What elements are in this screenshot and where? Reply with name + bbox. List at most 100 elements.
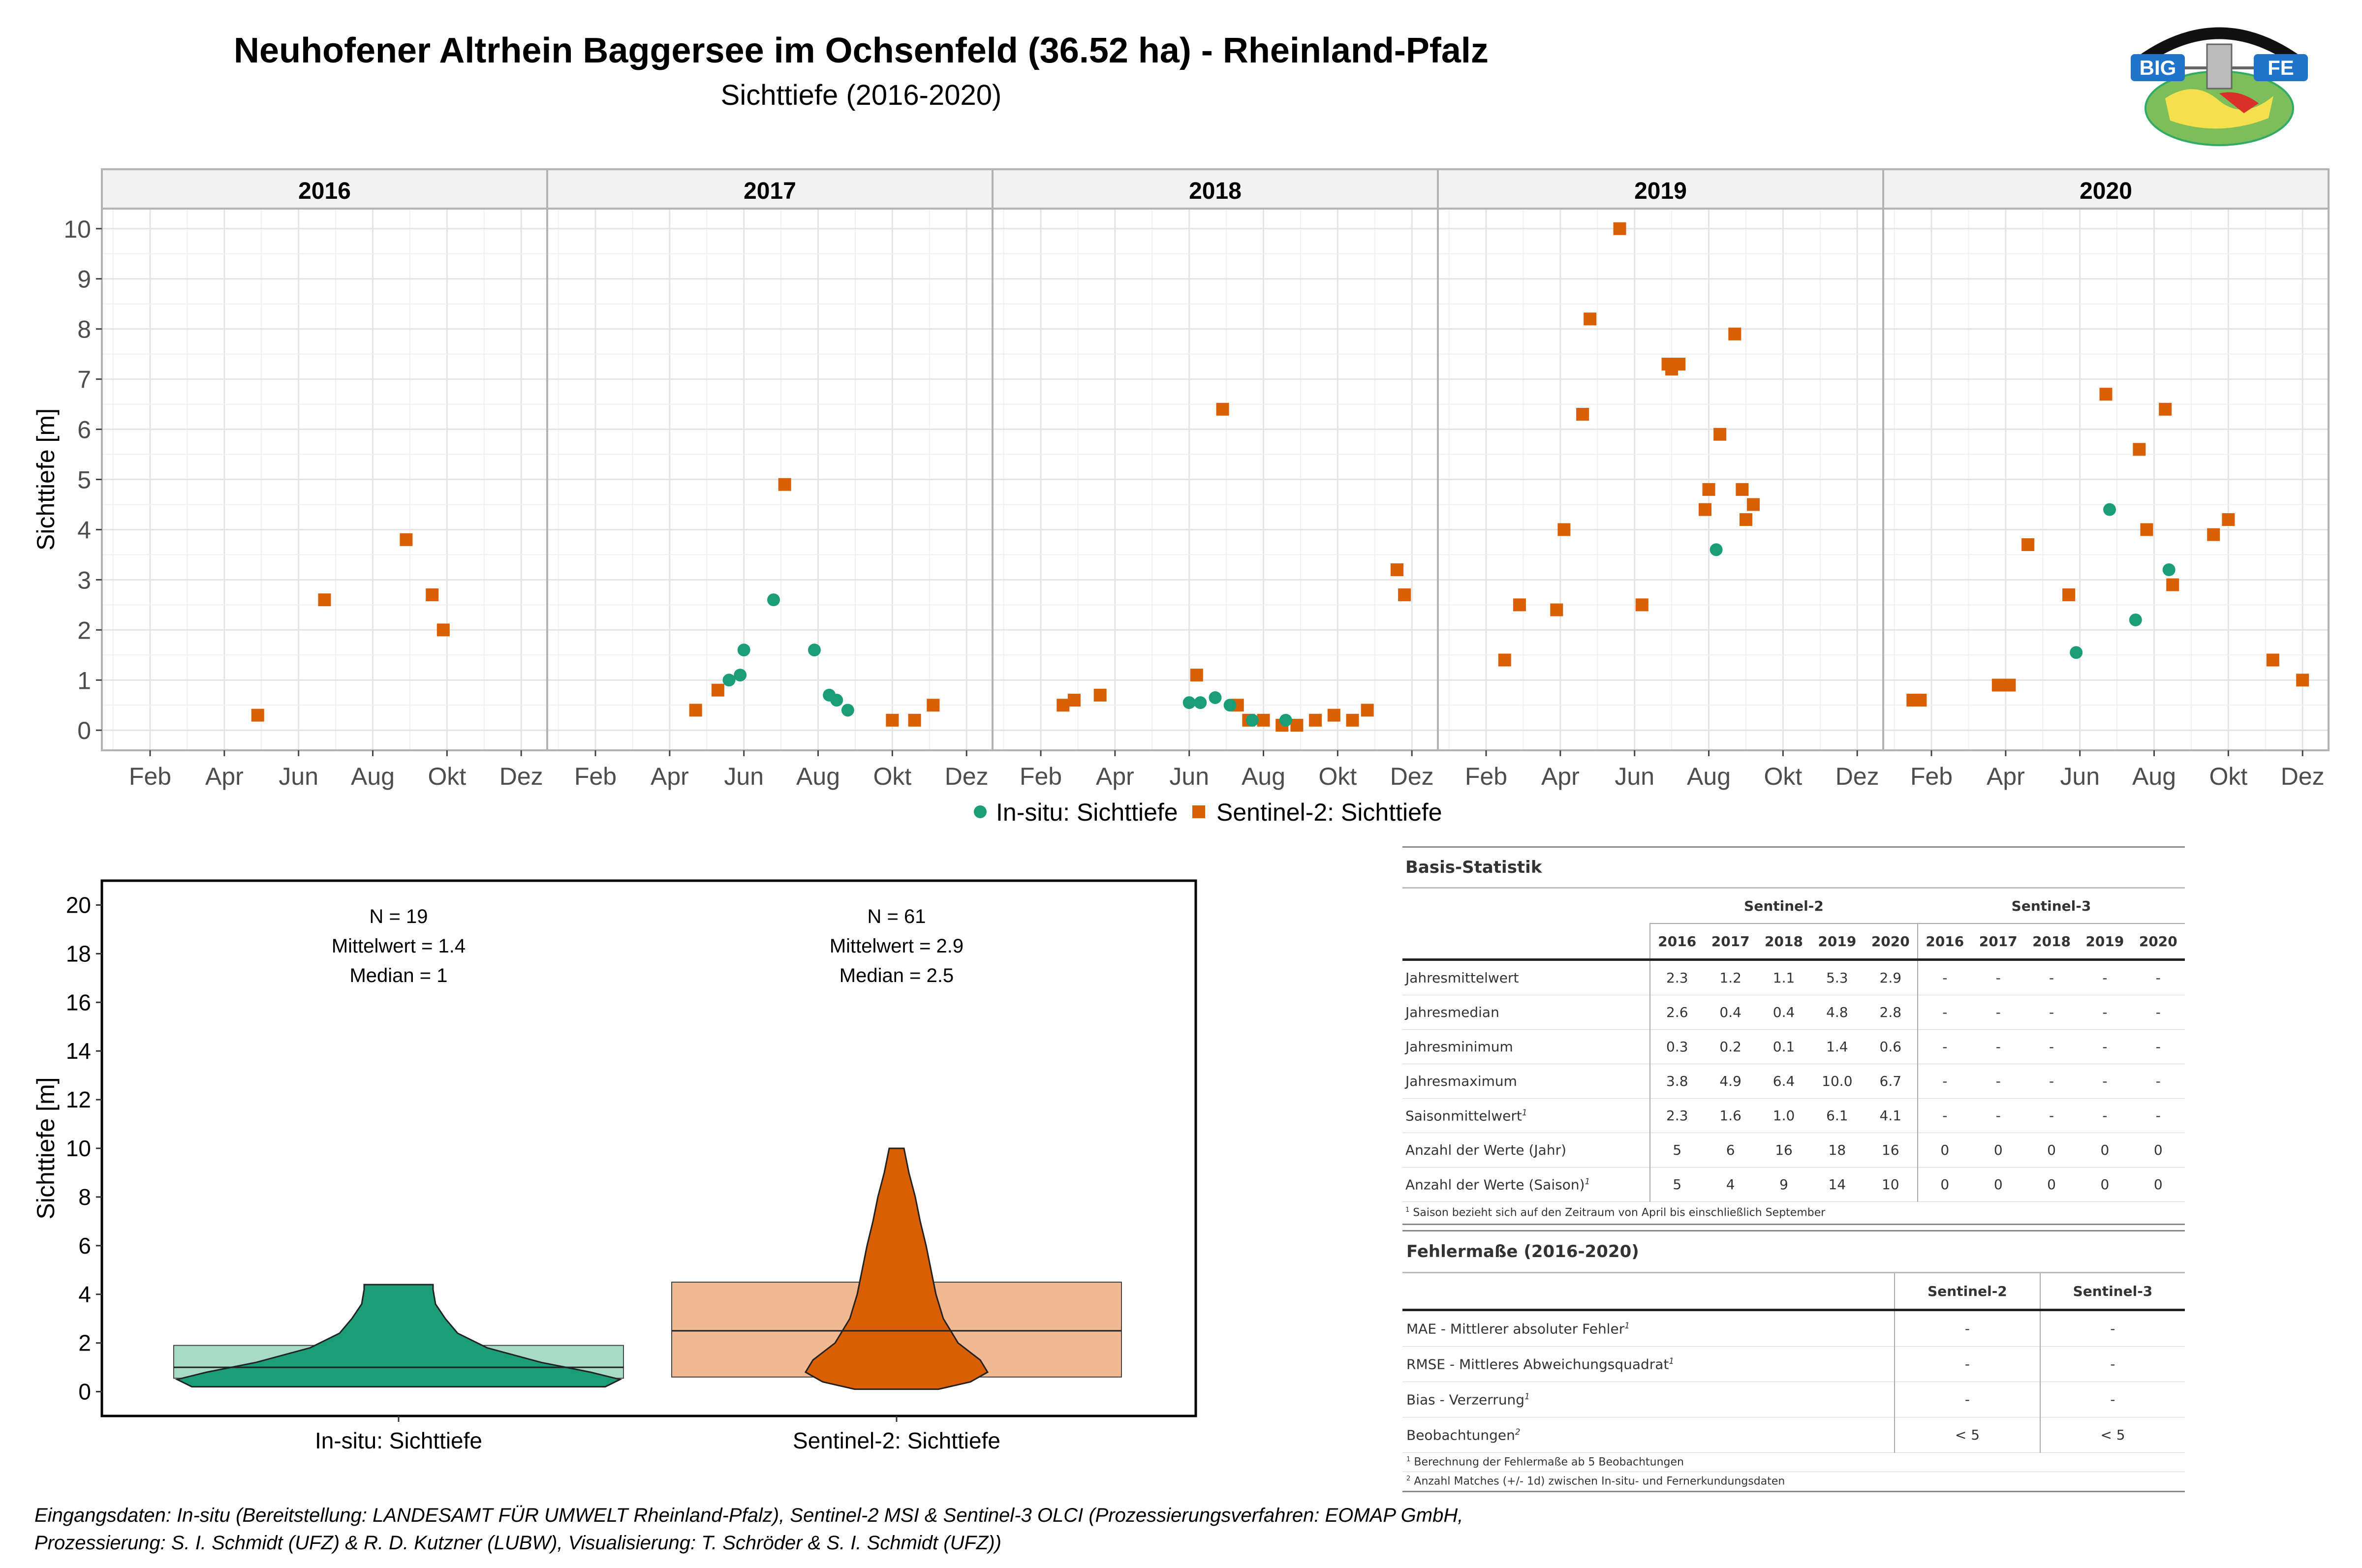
table-cell: 10	[1864, 1167, 1919, 1202]
y-tick-label: 4	[78, 1282, 91, 1307]
table-cell: 0	[2024, 1133, 2079, 1168]
sentinel2-point	[1216, 402, 1229, 416]
insitu-point	[1223, 699, 1237, 712]
sentinel2-point	[1991, 678, 2005, 692]
year-header: 2016	[1918, 923, 1972, 961]
table-row: Bias - Verzerrung1- -	[1402, 1382, 2185, 1417]
panel-label-2018: 2018	[1189, 178, 1242, 204]
table-row: Anzahl der Werte (Jahr) 5 6 16 18 16 0 0 0 0 0	[1402, 1133, 2185, 1168]
x-tick-label: Apr	[1096, 763, 1134, 790]
y-tick-label: 14	[66, 1038, 91, 1064]
insitu-point	[1194, 696, 1207, 709]
basis-statistik-footnote: 1 Saison bezieht sich auf den Zeitraum v…	[1402, 1201, 2185, 1225]
panel-label-2020: 2020	[2080, 178, 2132, 204]
insitu-point	[2103, 503, 2116, 516]
x-tick-label: Feb	[574, 763, 617, 790]
y-tick-label: 2	[78, 1330, 91, 1356]
year-header: 2020	[1864, 923, 1919, 961]
x-tick-label: Dez	[499, 763, 543, 790]
y-tick-label: 10	[63, 215, 91, 243]
insitu-point	[808, 644, 821, 657]
row-label: Anzahl der Werte (Jahr)	[1402, 1133, 1650, 1168]
table-row: Anzahl der Werte (Saison)1 5 4 9 14 10 0 0 0 0 0	[1402, 1167, 2185, 1202]
table-cell: 18	[1810, 1133, 1864, 1168]
sentinel2-point	[1057, 699, 1070, 712]
table-cell: -	[2131, 1029, 2185, 1064]
sentinel2-point	[1093, 688, 1107, 702]
table-cell: -	[2131, 995, 2185, 1030]
insitu-point	[2162, 563, 2176, 576]
table-cell: 5	[1649, 1167, 1704, 1202]
x-tick-label: Jun	[1169, 763, 1209, 790]
row-label: Saisonmittelwert1	[1402, 1098, 1650, 1133]
year-header: 2020	[2131, 923, 2185, 961]
x-tick-label: Dez	[1390, 763, 1434, 790]
row-label: Jahresmittelwert	[1402, 959, 1650, 995]
panel-label-2019: 2019	[1634, 178, 1687, 204]
table-cell: 6.7	[1864, 1064, 1919, 1099]
table-cell: 2.8	[1864, 995, 1919, 1030]
table-row: Saisonmittelwert1 2.3 1.6 1.0 6.1 4.1- - - - -	[1402, 1098, 2185, 1133]
x-tick-label: Okt	[873, 763, 911, 790]
table-cell: -	[1971, 995, 2025, 1030]
table-cell: 0.4	[1704, 995, 1757, 1030]
sentinel2-point	[1699, 503, 1711, 516]
basis-statistik-title: Basis-Statistik	[1402, 846, 2185, 889]
insitu-point	[1182, 696, 1196, 709]
sentinel2-point	[2166, 578, 2179, 591]
empty-header-cell	[1402, 923, 1650, 961]
sentinel2-point	[1498, 653, 1511, 667]
stat-mean: Mittelwert = 2.9	[830, 935, 963, 957]
big-fe-logo: BIG FE	[2131, 27, 2308, 146]
table-cell: 14	[1810, 1167, 1864, 1202]
table-cell: 2.3	[1649, 959, 1704, 995]
sentinel2-point	[1914, 694, 1927, 707]
sentinel2-point	[2266, 653, 2279, 667]
table-cell: 0	[1971, 1167, 2025, 1202]
table-cell: < 5	[2040, 1417, 2185, 1453]
table-cell: -	[2078, 1029, 2132, 1064]
x-tick-label: Okt	[1318, 763, 1357, 790]
insitu-point	[2129, 613, 2142, 626]
stat-mean: Mittelwert = 1.4	[332, 935, 466, 957]
panel-strip	[1882, 168, 2330, 210]
y-tick-label: 9	[77, 266, 91, 293]
sentinel2-point	[2159, 402, 2172, 416]
table-cell: -	[2078, 1064, 2132, 1099]
y-tick-label: 1	[77, 667, 91, 694]
table-cell: 1.2	[1704, 959, 1757, 995]
x-tick-label: Feb	[129, 763, 171, 790]
y-tick-label: 18	[66, 941, 91, 966]
panel-strip	[992, 168, 1439, 210]
row-label: MAE - Mittlerer absoluter Fehler1	[1402, 1310, 1895, 1347]
sentinel2-point	[1739, 513, 1752, 526]
table-row: Jahresminimum 0.3 0.2 0.1 1.4 0.6- - - - -	[1402, 1029, 2185, 1064]
table-cell: 0.4	[1757, 995, 1811, 1030]
y-tick-label: 0	[78, 1379, 91, 1405]
x-tick-label: Apr	[1987, 763, 2025, 790]
sentinel2-point	[1067, 694, 1081, 707]
violin-group	[173, 1284, 624, 1388]
legend-sentinel2-marker	[1192, 805, 1205, 818]
sentinel2-point	[1309, 713, 1322, 727]
table-cell: 0.3	[1649, 1029, 1704, 1064]
x-tick-label: Apr	[651, 763, 689, 790]
y-tick-label: 6	[77, 416, 91, 444]
sentinel2-point	[2140, 523, 2153, 536]
stat-n: N = 19	[370, 906, 428, 927]
legend: In-situ: Sichttiefe Sentinel-2: Sichttief…	[974, 799, 1442, 826]
sentinel2-point	[1190, 669, 1203, 682]
basis-statistik-table: Basis-Statistik Sentinel-2 Sentinel-3 201…	[1402, 846, 2185, 1225]
y-tick-label: 7	[77, 366, 91, 394]
x-tick-label: Aug	[1687, 763, 1731, 790]
y-tick-label: 0	[77, 717, 91, 744]
year-header: 2017	[1704, 923, 1757, 961]
sentinel2-point	[2003, 678, 2016, 692]
sentinel2-point	[2021, 538, 2035, 552]
sentinel2-point	[251, 708, 264, 722]
sentinel2-point	[436, 623, 450, 637]
empty-header-cell	[1402, 1272, 1895, 1311]
sentinel2-point	[2133, 443, 2146, 456]
table-cell: -	[1971, 1064, 2025, 1099]
sentinel2-point	[2207, 528, 2220, 541]
